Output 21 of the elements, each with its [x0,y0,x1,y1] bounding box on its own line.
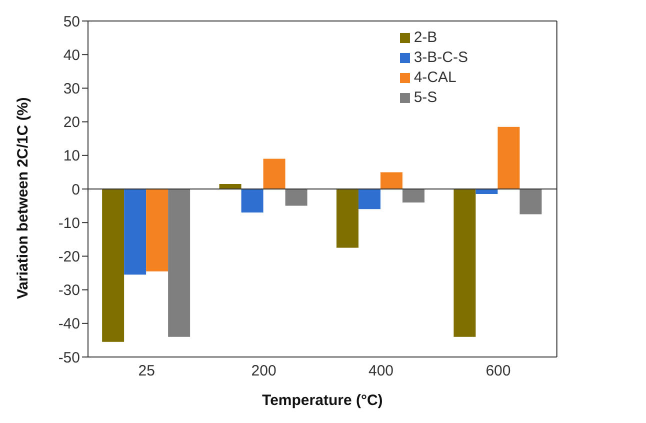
y-tick-label: -40 [58,316,80,333]
y-axis-title: Variation between 2C/1C (%) [14,97,32,299]
y-tick-label: -20 [58,248,80,266]
legend-label: 5-S [414,89,438,106]
y-tick-label: -10 [58,214,80,232]
legend-label: 4-CAL [414,69,456,86]
x-tick-label: 200 [251,362,276,380]
legend-label: 2-B [414,29,438,46]
x-axis-title: Temperature (°C) [262,392,383,409]
y-tick-label: 20 [63,114,80,132]
y-tick-label: 0 [72,181,80,198]
x-tick-label: 600 [486,362,511,380]
y-tick-label: -50 [58,349,80,366]
y-tick-label: 30 [63,80,80,98]
y-tick-label: 10 [63,148,80,165]
y-tick-label: 40 [63,46,80,64]
y-tick-label: 50 [63,13,80,30]
x-tick-label: 400 [368,362,394,380]
legend-label: 3-B-C-S [414,49,468,66]
x-tick-label: 25 [138,362,155,380]
y-tick-label: -30 [58,282,80,300]
